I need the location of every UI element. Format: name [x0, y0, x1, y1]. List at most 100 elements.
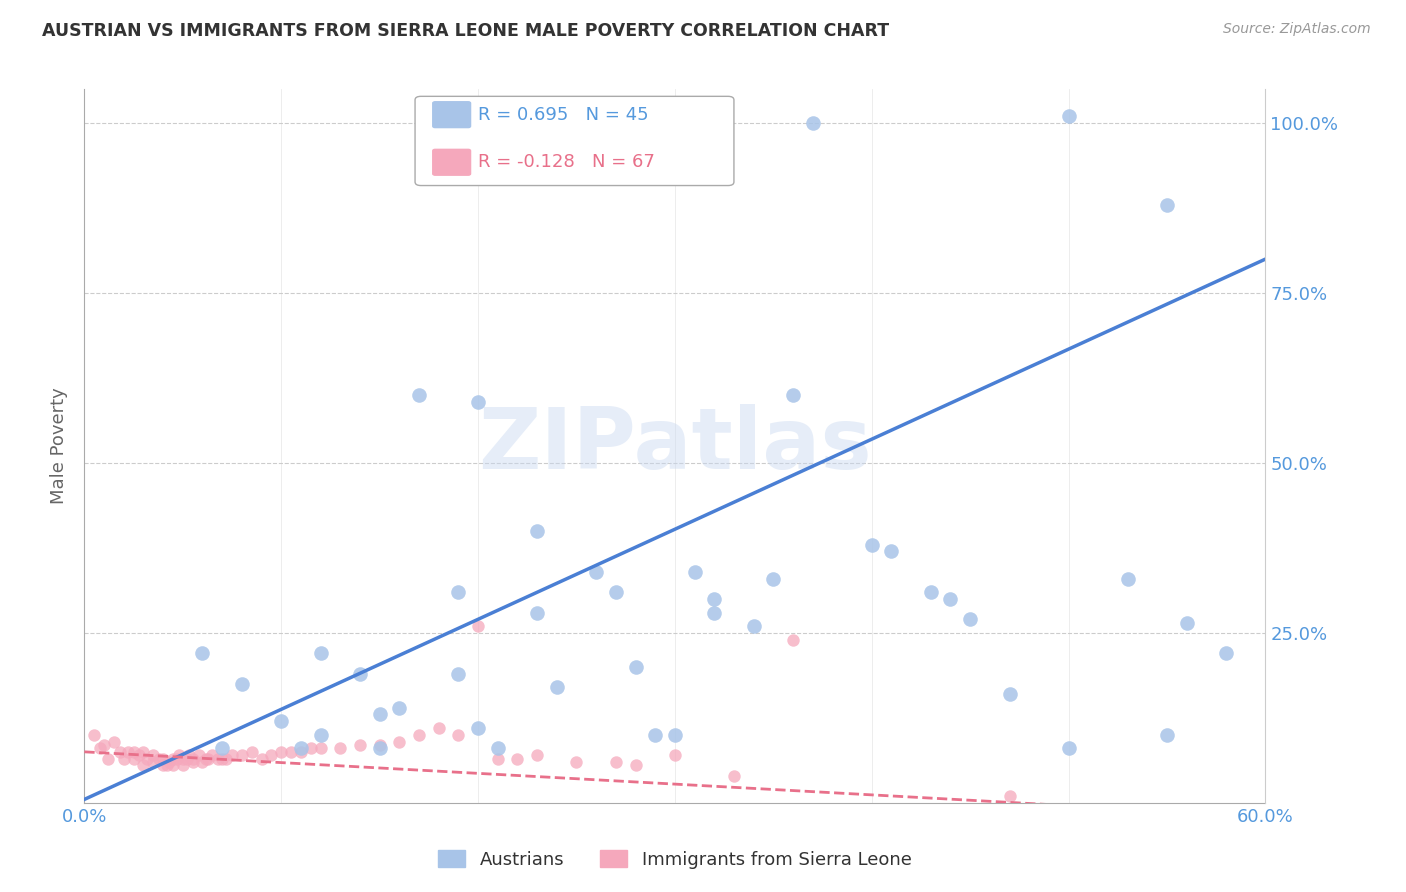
- Point: [136, 751, 159, 765]
- Point: [605, 755, 627, 769]
- Y-axis label: Male Poverty: Male Poverty: [51, 388, 69, 504]
- Point: [408, 388, 430, 402]
- Point: [624, 758, 647, 772]
- Point: [703, 606, 725, 620]
- Point: [167, 748, 190, 763]
- Point: [290, 745, 312, 759]
- Point: [467, 619, 489, 633]
- Point: [467, 721, 489, 735]
- Point: [506, 751, 529, 765]
- Point: [959, 612, 981, 626]
- Point: [782, 632, 804, 647]
- Point: [309, 741, 332, 756]
- Point: [920, 585, 942, 599]
- Text: AUSTRIAN VS IMMIGRANTS FROM SIERRA LEONE MALE POVERTY CORRELATION CHART: AUSTRIAN VS IMMIGRANTS FROM SIERRA LEONE…: [42, 22, 890, 40]
- Point: [880, 544, 903, 558]
- Point: [998, 789, 1021, 803]
- Point: [270, 714, 292, 729]
- Text: ZIPatlas: ZIPatlas: [478, 404, 872, 488]
- Point: [1156, 198, 1178, 212]
- Point: [467, 394, 489, 409]
- Point: [162, 758, 184, 772]
- Point: [998, 687, 1021, 701]
- Point: [408, 728, 430, 742]
- Point: [703, 591, 725, 606]
- Point: [349, 666, 371, 681]
- Point: [1116, 572, 1139, 586]
- Point: [782, 388, 804, 402]
- Point: [664, 748, 686, 763]
- Point: [546, 680, 568, 694]
- Point: [231, 748, 253, 763]
- Point: [93, 738, 115, 752]
- Point: [270, 745, 292, 759]
- Point: [605, 585, 627, 599]
- FancyBboxPatch shape: [433, 102, 471, 128]
- Point: [486, 741, 509, 756]
- Point: [309, 728, 332, 742]
- Point: [83, 728, 105, 742]
- Point: [664, 728, 686, 742]
- Point: [181, 751, 204, 765]
- Text: Source: ZipAtlas.com: Source: ZipAtlas.com: [1223, 22, 1371, 37]
- Point: [585, 565, 607, 579]
- Point: [122, 745, 145, 759]
- Point: [207, 751, 229, 765]
- Point: [172, 758, 194, 772]
- Text: R = 0.695   N = 45: R = 0.695 N = 45: [478, 105, 648, 124]
- Point: [132, 758, 155, 772]
- Point: [280, 745, 302, 759]
- Point: [260, 748, 283, 763]
- Point: [172, 751, 194, 765]
- Point: [191, 755, 214, 769]
- Point: [526, 606, 548, 620]
- Point: [447, 666, 470, 681]
- Point: [211, 751, 233, 765]
- Point: [939, 591, 962, 606]
- Point: [240, 745, 263, 759]
- Point: [427, 721, 450, 735]
- Point: [148, 751, 170, 765]
- Point: [1156, 728, 1178, 742]
- Point: [201, 748, 224, 763]
- Point: [1215, 646, 1237, 660]
- Point: [290, 741, 312, 756]
- Point: [221, 748, 243, 763]
- Point: [231, 677, 253, 691]
- Point: [526, 748, 548, 763]
- Point: [128, 748, 150, 763]
- Point: [103, 734, 125, 748]
- Point: [162, 751, 184, 765]
- FancyBboxPatch shape: [415, 96, 734, 186]
- Point: [187, 748, 209, 763]
- Point: [142, 755, 165, 769]
- Point: [1175, 615, 1198, 630]
- Point: [388, 734, 411, 748]
- Point: [156, 758, 179, 772]
- Point: [447, 585, 470, 599]
- Point: [89, 741, 111, 756]
- Point: [152, 751, 174, 765]
- Point: [368, 738, 391, 752]
- Point: [211, 741, 233, 756]
- Point: [117, 745, 139, 759]
- Point: [177, 748, 200, 763]
- Point: [723, 769, 745, 783]
- Point: [624, 660, 647, 674]
- Point: [349, 738, 371, 752]
- Point: [195, 751, 218, 765]
- Point: [1057, 109, 1080, 123]
- Point: [108, 745, 131, 759]
- Point: [526, 524, 548, 538]
- Point: [152, 758, 174, 772]
- Point: [215, 751, 238, 765]
- Text: R = -0.128   N = 67: R = -0.128 N = 67: [478, 153, 655, 171]
- Point: [166, 751, 188, 765]
- Point: [388, 700, 411, 714]
- Point: [176, 751, 198, 765]
- Point: [197, 751, 219, 765]
- Point: [132, 745, 155, 759]
- Point: [112, 751, 135, 765]
- Point: [742, 619, 765, 633]
- FancyBboxPatch shape: [433, 149, 471, 175]
